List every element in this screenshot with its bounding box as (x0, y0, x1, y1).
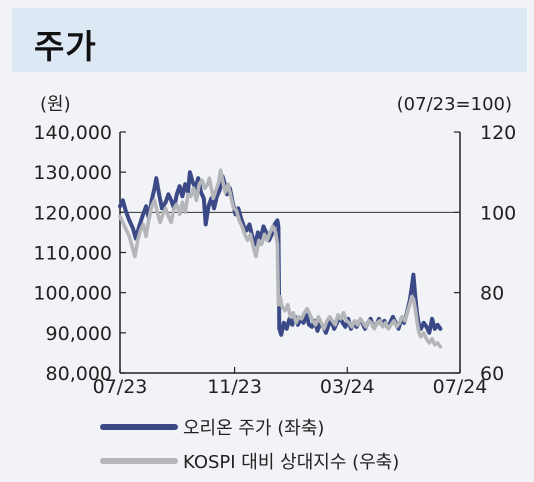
x-axis-ticks: 07/23 11/23 03/24 07/24 (93, 367, 488, 398)
left-tick-label: 100,000 (33, 283, 112, 305)
left-axis-unit: (원) (40, 94, 71, 115)
series-line-kospi-relative (118, 168, 443, 349)
right-tick-label: 100 (480, 202, 516, 224)
x-tick-label: 03/24 (320, 376, 375, 398)
series-line-orion-price (118, 170, 443, 337)
legend-label-kospi-relative: KOSPI 대비 상대지수 (우축) (183, 452, 399, 473)
page-title: 주가 (34, 27, 97, 66)
right-tick-label: 120 (480, 122, 516, 144)
x-tick-label: 07/24 (433, 376, 488, 398)
left-tick-label: 110,000 (33, 243, 112, 265)
legend: 오리온 주가 (좌축) KOSPI 대비 상대지수 (우축) (100, 418, 399, 473)
left-tick-label: 90,000 (46, 323, 112, 345)
legend-label-orion: 오리온 주가 (좌축) (183, 418, 324, 439)
right-tick-label: 80 (480, 283, 504, 305)
left-tick-label: 120,000 (33, 202, 112, 224)
left-tick-label: 140,000 (33, 122, 112, 144)
left-tick-label: 130,000 (33, 162, 112, 184)
left-axis-ticks: 140,000 130,000 120,000 110,000 100,000 90,00… (33, 122, 126, 385)
x-tick-label: 11/23 (207, 376, 262, 398)
series-layer (118, 168, 443, 349)
right-axis-unit: (07/23=100) (397, 94, 512, 115)
x-tick-label: 07/23 (93, 376, 148, 398)
right-axis-ticks: 120 100 80 60 (454, 122, 516, 385)
title-bar: 주가 (12, 8, 527, 72)
left-tick-label: 80,000 (46, 363, 112, 385)
right-tick-label: 60 (480, 363, 504, 385)
